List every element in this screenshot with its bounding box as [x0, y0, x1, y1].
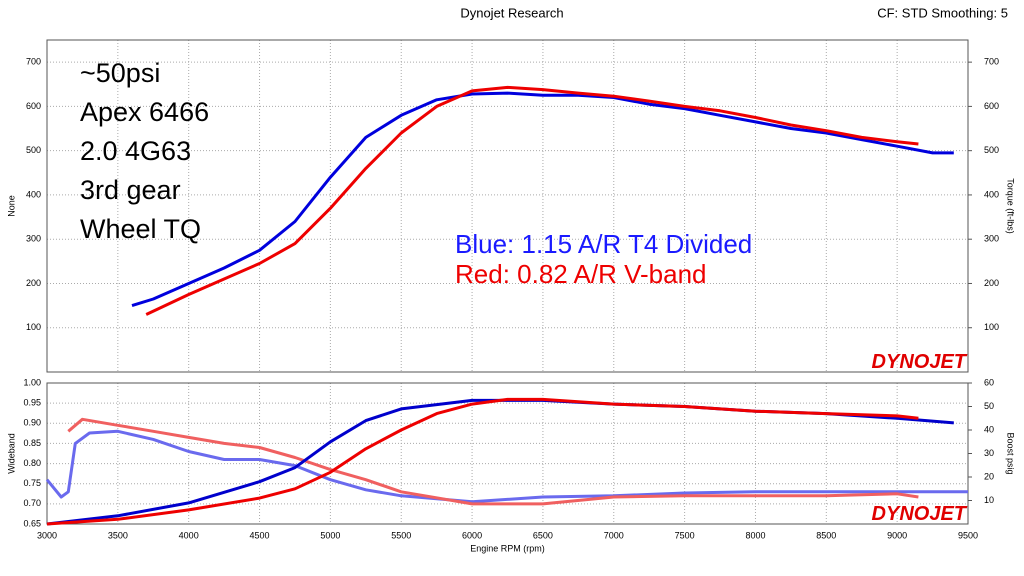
- y-axis-label: None: [6, 195, 16, 217]
- x-tick-label: 7000: [604, 530, 624, 540]
- note: Red: 0.82 A/R V-band: [455, 259, 707, 289]
- x-tick-label: 8500: [816, 530, 836, 540]
- plot-frame: [46, 382, 969, 525]
- y-tick-label: 600: [26, 101, 41, 111]
- annotation: Wheel TQ: [80, 214, 201, 244]
- y2-tick-label: 700: [984, 57, 999, 67]
- y-tick-label: 0.85: [23, 438, 41, 448]
- y2-tick-label: 100: [984, 322, 999, 332]
- x-tick-label: 6000: [462, 530, 482, 540]
- series-line: [45, 429, 968, 504]
- series-line: [67, 417, 919, 506]
- y-tick-label: 500: [26, 145, 41, 155]
- y2-tick-label: 600: [984, 101, 999, 111]
- logo: DYNOJET: [872, 503, 968, 525]
- x-tick-label: 3000: [37, 530, 57, 540]
- y2-axis-label: Boost psig: [1006, 432, 1016, 474]
- x-tick-label: 8000: [745, 530, 765, 540]
- x-tick-label: 9500: [958, 530, 978, 540]
- annotation: ~50psi: [80, 58, 160, 88]
- y2-tick-label: 60: [984, 377, 994, 387]
- y-tick-label: 0.80: [23, 458, 41, 468]
- x-tick-label: 5000: [320, 530, 340, 540]
- y2-tick-label: 200: [984, 278, 999, 288]
- note: Blue: 1.15 A/R T4 Divided: [455, 229, 752, 259]
- y-tick-label: 100: [26, 322, 41, 332]
- x-tick-label: 6500: [533, 530, 553, 540]
- y-tick-label: 1.00: [23, 377, 41, 387]
- plot-frame: [46, 39, 969, 373]
- x-tick-label: 5500: [391, 530, 411, 540]
- x-tick-label: 3500: [108, 530, 128, 540]
- y-tick-label: 300: [26, 234, 41, 244]
- y-axis-label: Wideband: [6, 433, 16, 474]
- title: Dynojet Research: [460, 5, 563, 20]
- x-tick-label: 9000: [887, 530, 907, 540]
- y2-tick-label: 400: [984, 189, 999, 199]
- y2-tick-label: 300: [984, 234, 999, 244]
- y-tick-label: 0.70: [23, 498, 41, 508]
- y-tick-label: 0.65: [23, 518, 41, 528]
- y2-tick-label: 40: [984, 424, 994, 434]
- series-line: [131, 91, 954, 308]
- y-tick-label: 200: [26, 278, 41, 288]
- x-axis-label: Engine RPM (rpm): [470, 543, 545, 553]
- y2-tick-label: 30: [984, 448, 994, 458]
- y-tick-label: 700: [26, 57, 41, 67]
- y2-tick-label: 20: [984, 471, 994, 481]
- annotation: 2.0 4G63: [80, 136, 191, 166]
- y-tick-label: 0.75: [23, 478, 41, 488]
- annotation: Apex 6466: [80, 97, 209, 127]
- annotation: 3rd gear: [80, 175, 181, 205]
- y2-tick-label: 500: [984, 145, 999, 155]
- x-tick-label: 7500: [675, 530, 695, 540]
- x-tick-label: 4500: [250, 530, 270, 540]
- y2-axis-label: Torque (ft-lbs): [1006, 178, 1016, 234]
- y2-tick-label: 10: [984, 495, 994, 505]
- series-line: [46, 397, 919, 526]
- y2-tick-label: 50: [984, 401, 994, 411]
- y-tick-label: 400: [26, 189, 41, 199]
- y-tick-label: 0.90: [23, 418, 41, 428]
- y-tick-label: 0.95: [23, 398, 41, 408]
- settings: CF: STD Smoothing: 5: [877, 5, 1008, 20]
- logo: DYNOJET: [872, 351, 968, 373]
- x-tick-label: 4000: [179, 530, 199, 540]
- series-line: [145, 85, 919, 316]
